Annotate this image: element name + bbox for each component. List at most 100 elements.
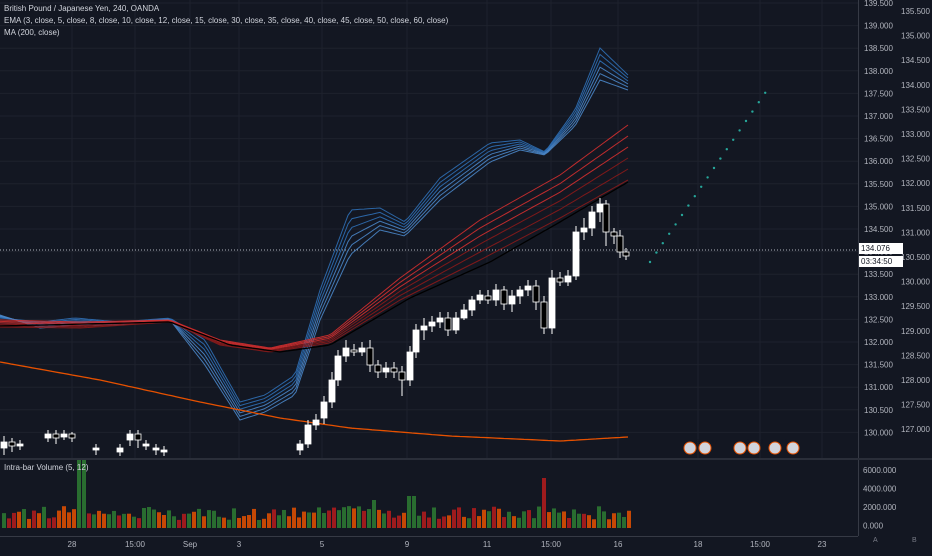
auto-scale-button[interactable]: A bbox=[873, 537, 878, 544]
event-badge-icon[interactable] bbox=[747, 441, 761, 455]
ema-legend[interactable]: EMA (3, close, 5, close, 8, close, 10, c… bbox=[4, 16, 449, 25]
volume-bar bbox=[137, 518, 141, 528]
price-tick-right: 130.000 bbox=[901, 278, 930, 287]
candle bbox=[44, 433, 52, 439]
candle bbox=[116, 447, 124, 453]
volume-bar bbox=[317, 507, 321, 528]
ma-legend[interactable]: MA (200, close) bbox=[4, 28, 60, 37]
pane-separator[interactable] bbox=[0, 458, 932, 460]
price-axis[interactable]: 139.500 139.000 138.500 138.000 137.500 137.0… bbox=[858, 0, 932, 458]
time-axis[interactable]: 28 15:00 Sep 3 5 9 11 15:00 16 18 15:00 23 bbox=[0, 536, 858, 551]
candle bbox=[420, 325, 428, 331]
volume-legend[interactable]: Intra-bar Volume (5, 12) bbox=[4, 463, 89, 472]
candle bbox=[350, 349, 358, 353]
price-tick: 137.500 bbox=[864, 89, 893, 98]
candle bbox=[540, 301, 548, 329]
event-badge-icon[interactable] bbox=[683, 441, 697, 455]
event-badge-icon[interactable] bbox=[768, 441, 782, 455]
volume-bar bbox=[547, 512, 551, 528]
volume-bar bbox=[127, 513, 131, 528]
volume-bar bbox=[17, 511, 21, 528]
forecast-dot bbox=[700, 185, 703, 188]
volume-bar bbox=[267, 513, 271, 528]
candle bbox=[68, 433, 76, 439]
price-chart[interactable]: 3 17 2 8 18 bbox=[0, 0, 858, 458]
price-tick-right: 134.500 bbox=[901, 56, 930, 65]
volume-axis: 6000.000 4000.000 2000.000 0.000 bbox=[858, 460, 932, 536]
volume-bar bbox=[12, 512, 16, 528]
volume-bar bbox=[582, 513, 586, 528]
volume-bar bbox=[482, 509, 486, 528]
price-tick: 138.500 bbox=[864, 44, 893, 53]
candle bbox=[492, 289, 500, 301]
candle bbox=[60, 433, 68, 438]
price-tick: 135.000 bbox=[864, 202, 893, 211]
volume-bar bbox=[447, 515, 451, 528]
volume-bar bbox=[247, 515, 251, 528]
candle bbox=[334, 355, 342, 381]
price-tick: 131.000 bbox=[864, 383, 893, 392]
price-tick: 131.500 bbox=[864, 361, 893, 370]
price-tick-right: 134.000 bbox=[901, 81, 930, 90]
candle bbox=[524, 285, 532, 291]
volume-bar bbox=[487, 511, 491, 528]
event-badge-icon[interactable] bbox=[698, 441, 712, 455]
ma-200-line bbox=[0, 361, 629, 442]
forecast-dot bbox=[725, 148, 728, 151]
price-tick: 133.000 bbox=[864, 293, 893, 302]
candle bbox=[390, 367, 398, 373]
volume-bar bbox=[357, 506, 361, 528]
price-tick: 132.000 bbox=[864, 338, 893, 347]
volume-bar bbox=[607, 519, 611, 528]
volume-bar bbox=[287, 516, 291, 528]
volume-bar bbox=[182, 513, 186, 528]
volume-bar bbox=[302, 511, 306, 528]
forecast-dot bbox=[693, 195, 696, 198]
volume-bar bbox=[437, 518, 441, 528]
volume-pane[interactable] bbox=[0, 460, 858, 536]
candle bbox=[516, 289, 524, 297]
forecast-dot bbox=[712, 166, 716, 170]
forecast-dot bbox=[661, 242, 664, 245]
price-tick-right: 128.500 bbox=[901, 351, 930, 360]
candle bbox=[412, 329, 420, 353]
volume-bar bbox=[412, 496, 416, 528]
ema-slow-line bbox=[0, 157, 629, 351]
volume-bar bbox=[62, 506, 66, 528]
volume-bar bbox=[427, 517, 431, 528]
volume-bar bbox=[537, 506, 541, 528]
volume-bar bbox=[527, 510, 531, 528]
candle bbox=[328, 379, 336, 403]
price-tick-right: 129.000 bbox=[901, 327, 930, 336]
volume-bar bbox=[587, 515, 591, 528]
volume-bar bbox=[627, 510, 631, 528]
candle bbox=[452, 317, 460, 331]
volume-bar bbox=[417, 515, 421, 528]
event-badge-icon[interactable] bbox=[786, 441, 800, 455]
candle bbox=[296, 443, 304, 451]
volume-bar bbox=[392, 517, 396, 528]
volume-bar bbox=[612, 513, 616, 528]
volume-bar bbox=[517, 517, 521, 528]
volume-bar bbox=[87, 513, 91, 528]
price-tick: 136.000 bbox=[864, 157, 893, 166]
log-scale-button[interactable]: B bbox=[912, 537, 917, 544]
volume-bar bbox=[382, 513, 386, 528]
forecast-dot bbox=[687, 204, 690, 207]
volume-bar bbox=[132, 516, 136, 528]
event-badge-count: 8 bbox=[760, 440, 764, 446]
volume-bar bbox=[292, 507, 296, 528]
ema-60-line bbox=[0, 181, 629, 353]
volume-bar bbox=[567, 518, 571, 528]
volume-bar bbox=[202, 516, 206, 528]
event-badge-icon[interactable] bbox=[733, 441, 747, 455]
time-tick: 23 bbox=[818, 540, 827, 549]
volume-bar bbox=[27, 518, 31, 528]
candle bbox=[142, 443, 150, 447]
candle bbox=[16, 443, 24, 447]
forecast-dot bbox=[674, 223, 677, 226]
price-tick-right: 127.500 bbox=[901, 401, 930, 410]
price-tick: 139.500 bbox=[864, 0, 893, 8]
candle bbox=[484, 295, 492, 301]
time-tick: 11 bbox=[483, 540, 492, 549]
